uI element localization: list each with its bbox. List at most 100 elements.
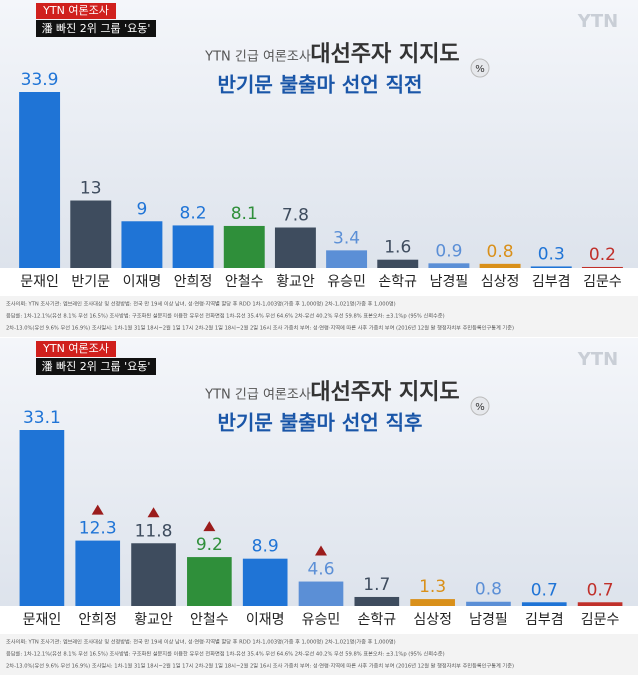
value-label: 3.4: [333, 228, 360, 248]
category-label: 반기문: [71, 274, 110, 290]
bar: [377, 259, 419, 268]
badge-bg: [36, 341, 116, 357]
category-label: 손학규: [357, 612, 396, 628]
category-label: 안철수: [190, 612, 229, 628]
category-label: 안희정: [174, 274, 213, 290]
subtitle: 반기문 불출마 선언 직전: [218, 73, 423, 97]
footnote: 응답률: 1차-12.1%(유선 8.1% 무선 16.5%) 조사방법: 구조…: [6, 312, 445, 320]
footnote: 조사의뢰: YTN 조사기관: 엠브레인 조사대상 및 선정방법: 전국 만 1…: [6, 300, 396, 308]
value-label: 33.1: [23, 408, 61, 428]
category-label: 이재명: [246, 612, 285, 628]
brand: YTN: [577, 11, 618, 32]
category-label: 문재인: [23, 612, 62, 628]
bar: [521, 602, 567, 606]
footnote: 조사의뢰: YTN 조사기관: 엠브레인 조사대상 및 선정방법: 전국 만 1…: [6, 638, 396, 646]
value-label: 13: [80, 179, 102, 199]
bar: [326, 250, 368, 268]
value-label: 0.8: [487, 242, 514, 262]
bar: [428, 263, 470, 268]
category-label: 안희정: [78, 612, 117, 628]
value-label: 12.3: [79, 519, 117, 539]
bar: [223, 225, 265, 268]
headline-bg: [36, 20, 156, 37]
category-label: 이재명: [123, 274, 162, 290]
bar: [479, 263, 521, 268]
value-label: 1.3: [419, 577, 446, 597]
badge-bg: [36, 3, 116, 19]
value-label: 0.7: [531, 580, 558, 600]
value-label: 11.8: [135, 521, 173, 541]
notes-bg: [0, 634, 638, 675]
bar: [19, 92, 61, 268]
badge: YTN 여론조사: [42, 342, 109, 355]
bar: [410, 599, 455, 606]
category-label: 황교안: [276, 274, 315, 290]
bar: [121, 221, 163, 268]
title: 대선주자 지지도: [310, 380, 459, 405]
bar: [19, 430, 65, 606]
category-label: 김문수: [581, 612, 620, 628]
label-row: [0, 268, 638, 296]
title: 대선주자 지지도: [310, 42, 459, 67]
rise-marker: [203, 521, 216, 532]
category-label: 유승민: [327, 274, 366, 290]
bar: [242, 558, 288, 606]
headline: 潘 빠진 2위 그룹 '요동': [42, 360, 151, 373]
bar: [530, 266, 572, 268]
value-label: 0.9: [435, 241, 462, 261]
rise-marker: [91, 504, 104, 515]
bar: [187, 557, 232, 606]
bar: [274, 227, 316, 268]
rise-marker: [315, 545, 327, 556]
category-label: 황교안: [134, 612, 173, 628]
headline: 潘 빠진 2위 그룹 '요동': [42, 22, 151, 35]
badge: YTN 여론조사: [42, 4, 109, 17]
value-label: 0.7: [587, 580, 614, 600]
value-label: 1.7: [363, 575, 390, 595]
unit-circle: [470, 58, 490, 78]
unit: %: [475, 64, 485, 75]
value-label: 9: [137, 199, 148, 219]
value-label: 4.6: [307, 560, 334, 580]
unit-circle: [470, 396, 490, 416]
rise-marker: [147, 507, 160, 518]
bar: [577, 602, 623, 606]
footnote: 응답률: 1차-12.1%(유선 8.1% 무선 16.5%) 조사방법: 구조…: [6, 650, 445, 658]
label-row: [0, 606, 638, 634]
value-label: 0.2: [589, 245, 616, 265]
panel: YTN 여론조사 潘 빠진 2위 그룹 '요동' YTN YTN 긴급 여론조사 대선주…: [0, 0, 638, 337]
value-label: 7.8: [282, 206, 309, 226]
notes-bg: [0, 296, 638, 337]
bar: [172, 225, 214, 268]
bar: [354, 596, 400, 606]
value-label: 8.2: [180, 203, 207, 223]
bar: [70, 200, 112, 268]
kicker: YTN 긴급 여론조사: [204, 388, 311, 403]
category-label: 남경필: [469, 612, 508, 628]
bar: [298, 581, 344, 606]
category-label: 김부겸: [532, 274, 571, 290]
panel: YTN 여론조사 潘 빠진 2위 그룹 '요동' YTN YTN 긴급 여론조사 대선주…: [0, 338, 638, 675]
category-label: 김부겸: [525, 612, 564, 628]
footnote: 2차-13.0%(유선 9.6% 무선 16.9%) 조사일시: 1차-1월 3…: [6, 662, 514, 670]
kicker: YTN 긴급 여론조사: [204, 50, 311, 65]
value-label: 1.6: [384, 238, 411, 258]
headline-bg: [36, 358, 156, 375]
value-label: 33.9: [21, 70, 59, 90]
category-label: 손학규: [378, 274, 417, 290]
bar: [131, 543, 176, 606]
category-label: 심상정: [481, 274, 520, 290]
value-label: 0.8: [475, 580, 502, 600]
value-label: 0.3: [538, 244, 565, 264]
value-label: 8.1: [231, 204, 258, 224]
category-label: 남경필: [430, 274, 469, 290]
value-label: 8.9: [252, 537, 279, 557]
bar: [581, 266, 623, 268]
value-label: 9.2: [196, 535, 223, 555]
bar: [75, 540, 121, 606]
bar: [466, 601, 511, 606]
category-label: 심상정: [413, 612, 452, 628]
category-label: 김문수: [583, 274, 622, 290]
